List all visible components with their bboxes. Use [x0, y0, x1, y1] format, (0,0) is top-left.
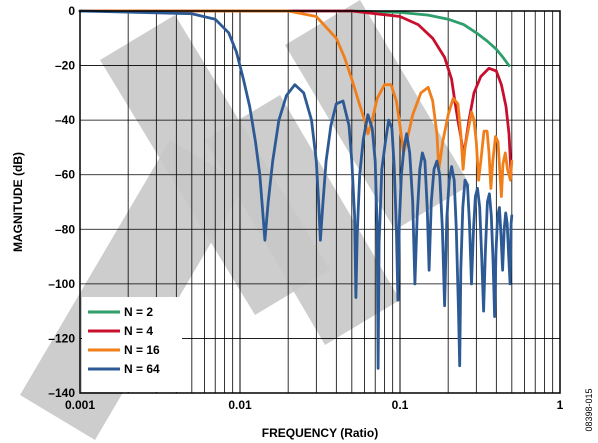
legend: N = 2 N = 4 N = 16 N = 64: [82, 297, 182, 392]
y-tick-label: –120: [48, 331, 75, 345]
y-tick-label: –100: [48, 277, 75, 291]
legend-label: N = 64: [124, 362, 160, 376]
y-axis-label: MAGNITUDE (dB): [11, 152, 25, 252]
y-tick-label: –40: [55, 113, 75, 127]
series-line: [78, 9, 514, 370]
watermark-band: [20, 140, 245, 440]
y-tick-label: –140: [48, 386, 75, 400]
watermark-band: [205, 95, 400, 345]
legend-label: N = 16: [124, 343, 160, 357]
plot-frame: [79, 10, 561, 394]
y-tick-label: –60: [55, 168, 75, 182]
series-lines: [78, 9, 514, 370]
tick-labels: 0.001 0.01 0.1 1 0 –20 –40 –60 –80 –100 –120 –140: [48, 4, 563, 412]
x-tick-label: 1: [557, 398, 564, 412]
y-tick-label: –80: [55, 222, 75, 236]
watermark-band: [285, 0, 470, 230]
figure-id: 08398-015: [584, 388, 594, 431]
legend-label: N = 4: [124, 324, 153, 338]
series-line: [78, 9, 514, 198]
x-tick-label: 0.01: [228, 398, 252, 412]
x-axis-label: FREQUENCY (Ratio): [262, 426, 378, 440]
legend-label: N = 2: [124, 305, 153, 319]
x-tick-label: 0.1: [392, 398, 409, 412]
y-tick-label: 0: [68, 4, 75, 18]
y-tick-label: –20: [55, 59, 75, 73]
series-line: [78, 9, 511, 67]
x-tick-label: 0.001: [65, 398, 95, 412]
plot-border: [79, 10, 561, 394]
